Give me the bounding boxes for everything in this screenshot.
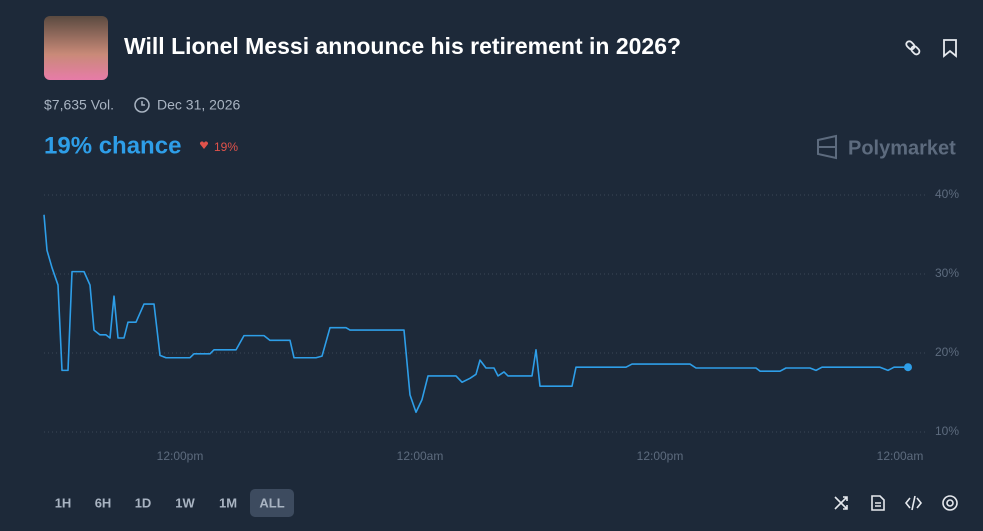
price-line	[43, 214, 908, 414]
range-button[interactable]: 1M	[219, 495, 237, 510]
y-tick-label: 40%	[935, 187, 959, 201]
y-tick-label: 10%	[935, 424, 959, 438]
range-button[interactable]: 6H	[95, 495, 112, 510]
range-button[interactable]: 1D	[135, 495, 152, 510]
volume: $7,635 Vol.	[44, 97, 114, 113]
chance: 19% chance	[44, 132, 181, 159]
clock-icon	[134, 97, 150, 113]
last-point	[904, 363, 912, 372]
x-tick-label: 12:00am	[397, 449, 444, 463]
brand-logo	[817, 134, 837, 160]
y-tick-label: 30%	[935, 266, 959, 280]
down-icon	[199, 141, 209, 149]
change: 19%	[214, 140, 238, 154]
brand: Polymarket	[848, 137, 956, 159]
avatar	[44, 16, 108, 80]
range-button[interactable]: 1W	[175, 495, 195, 510]
y-tick-label: 20%	[935, 345, 959, 359]
link-icon[interactable]	[905, 40, 921, 56]
tool-icons[interactable]	[834, 495, 958, 511]
range-button[interactable]: 1H	[55, 495, 72, 510]
x-tick-label: 12:00pm	[157, 449, 204, 463]
active-range	[250, 489, 294, 517]
bookmark-icon[interactable]	[943, 39, 957, 58]
title: Will Lionel Messi announce his retiremen…	[124, 33, 681, 59]
range-button[interactable]: ALL	[259, 495, 284, 510]
x-tick-label: 12:00am	[877, 449, 924, 463]
x-tick-label: 12:00pm	[637, 449, 684, 463]
end-date: Dec 31, 2026	[157, 97, 240, 113]
